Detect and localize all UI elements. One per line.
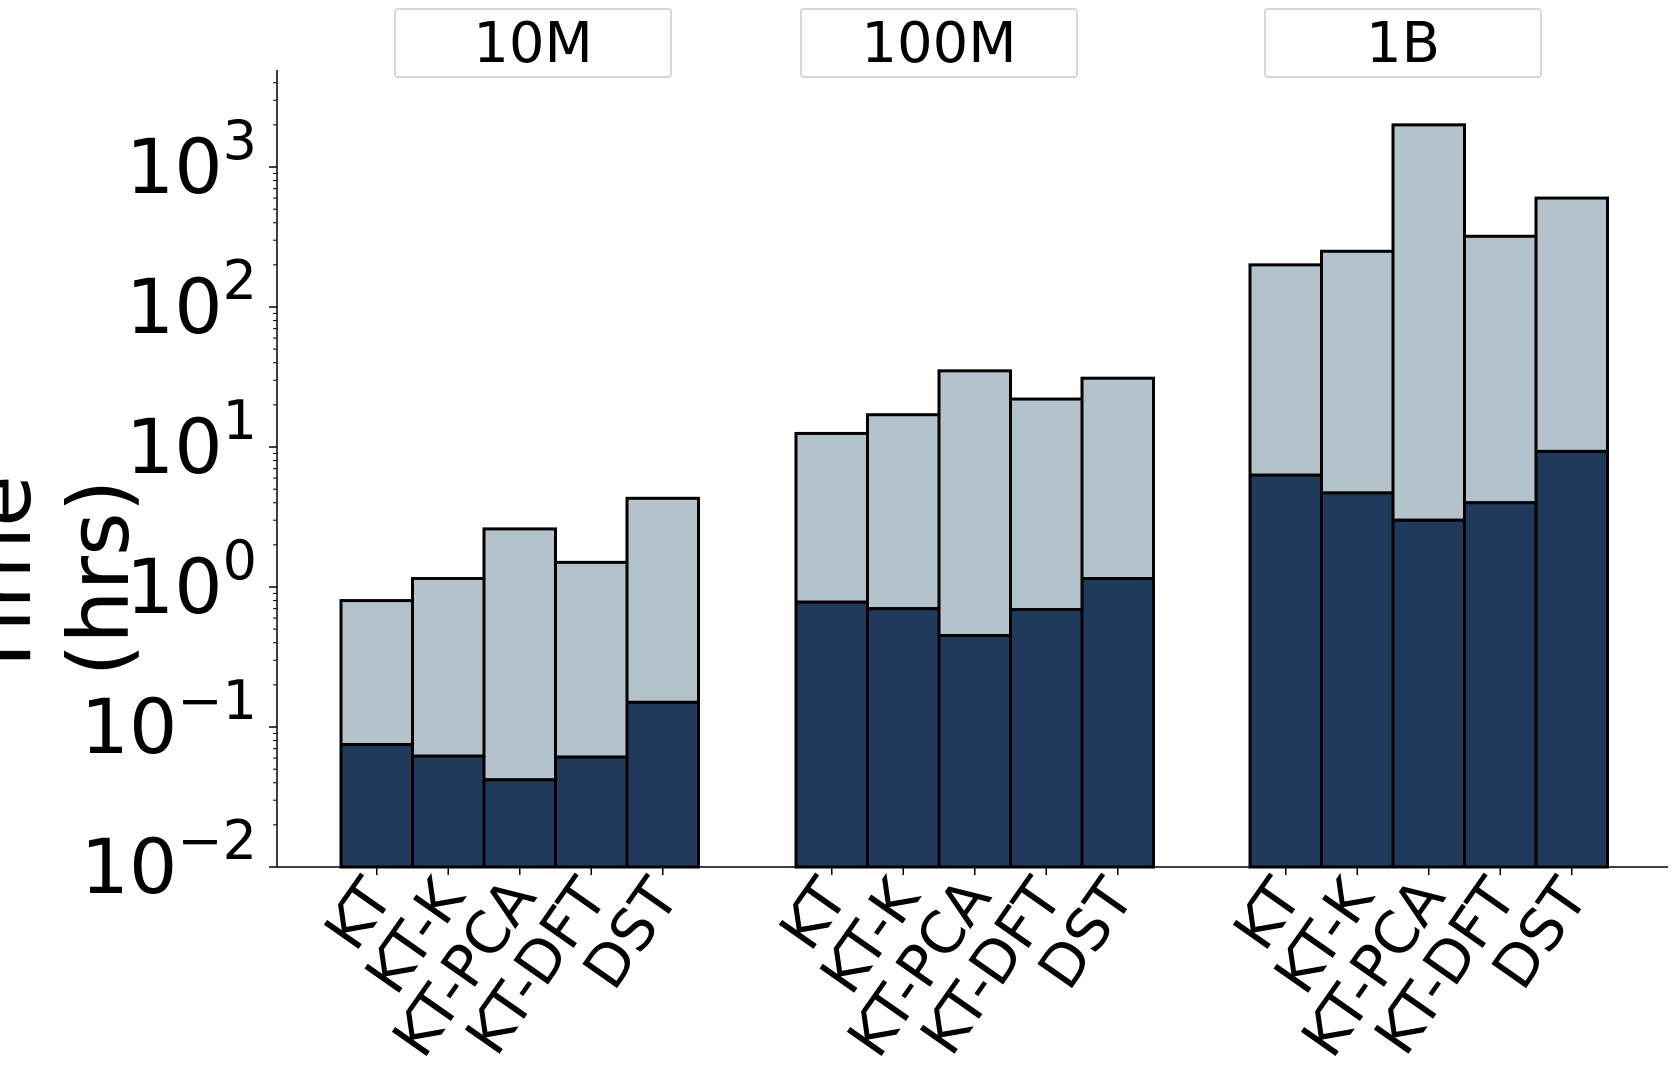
bar-bottom-segment [794,600,869,869]
bar-top-segment [1009,397,1084,612]
y-tick-label: 100 [126,529,257,631]
bar-bottom-segment [1080,577,1155,869]
group-label-1b: 1B [1264,8,1542,78]
bar-top-segment [482,527,557,782]
bar-bottom-segment [1320,491,1395,869]
group-label-10m: 10M [394,8,672,78]
bar-top-segment [1463,234,1538,505]
bar-top-segment [625,496,700,704]
y-axis-label: Time (hrs) [0,475,148,681]
bar-bottom-segment [625,700,700,869]
bar-bottom-segment [1248,473,1323,869]
bar-top-segment [1534,196,1609,453]
bar-bottom-segment [554,755,629,869]
y-tick-label: 101 [126,389,257,491]
bar-bottom-segment [339,742,414,869]
bar-bottom-segment [1463,501,1538,869]
bar-bottom-segment [1391,518,1466,869]
y-tick-label: 10−2 [81,809,257,911]
y-tick-label: 102 [126,249,257,351]
y-tick-label: 10−1 [81,669,257,771]
bar-top-segment [554,560,629,759]
bar-bottom-segment [482,778,557,869]
bar-top-segment [866,413,941,611]
bar-top-segment [339,599,414,746]
bar-top-segment [1320,249,1395,495]
bar-top-segment [1248,263,1323,477]
bar-bottom-segment [1534,449,1609,869]
bar-top-segment [794,431,869,604]
bar-bottom-segment [866,607,941,869]
y-tick-label: 103 [126,109,257,211]
bar-top-segment [937,369,1012,638]
bar-top-segment [1080,376,1155,581]
bar-bottom-segment [1009,608,1084,869]
bar-top-segment [1391,123,1466,522]
bar-top-segment [411,577,486,758]
bar-bottom-segment [937,634,1012,869]
bar-bottom-segment [411,754,486,869]
group-label-100m: 100M [800,8,1078,78]
